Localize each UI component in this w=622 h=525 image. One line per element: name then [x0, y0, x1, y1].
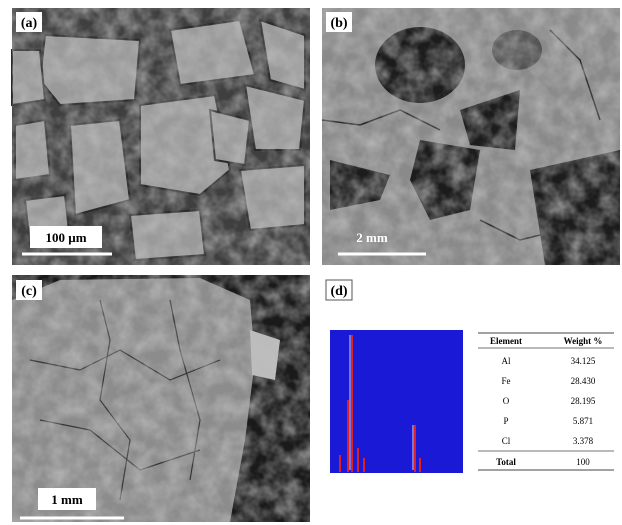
scale-bar-label: 2 mm — [356, 230, 388, 245]
table-cell: Cl — [502, 436, 511, 446]
panel-label: (a) — [21, 16, 38, 31]
table-cell: 5.871 — [573, 416, 593, 426]
table-cell: Fe — [502, 376, 511, 386]
composition-table — [478, 332, 614, 471]
table-cell: 28.430 — [571, 376, 596, 386]
panel-label: (b) — [330, 16, 347, 31]
panel-label: (c) — [21, 284, 37, 299]
panel-label: (d) — [330, 284, 347, 299]
scale-box — [38, 488, 96, 510]
table-cell: 34.125 — [571, 356, 596, 366]
table-header: Weight % — [564, 336, 603, 346]
label-box — [16, 280, 42, 300]
table-cell: 100 — [576, 457, 590, 467]
table-cell: Al — [502, 356, 511, 366]
sem-image-a — [11, 8, 310, 265]
label-box — [326, 12, 352, 32]
table-cell: O — [503, 396, 510, 406]
eds-spectrum — [330, 330, 463, 473]
label-box — [325, 279, 353, 301]
scale-box — [30, 226, 102, 248]
table-header: Element — [490, 336, 522, 346]
table-cell: 28.195 — [571, 396, 596, 406]
label-box — [16, 12, 42, 32]
scale-bar-label: 100 µm — [45, 230, 86, 245]
table-cell: Total — [496, 457, 516, 467]
table-cell: 3.378 — [573, 436, 594, 446]
sem-image-c — [12, 275, 310, 522]
table-cell: P — [503, 416, 508, 426]
sem-image-b — [321, 8, 620, 265]
scale-bar-label: 1 mm — [51, 492, 83, 507]
